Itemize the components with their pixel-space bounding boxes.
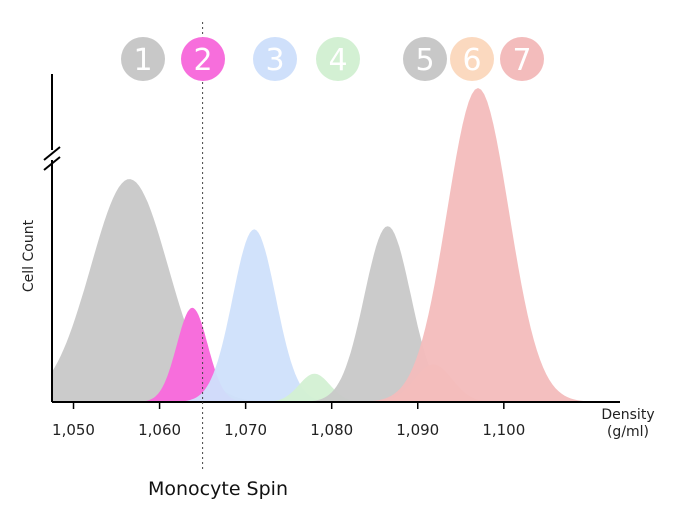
- badge-1: [121, 37, 165, 81]
- badge-7: [500, 37, 544, 81]
- x-tick-label: 1,100: [482, 421, 525, 439]
- badge-label-7: 7: [512, 43, 531, 78]
- curve-3: [168, 229, 341, 402]
- y-axis-title: Cell Count: [21, 219, 37, 292]
- badge-3: [253, 37, 297, 81]
- badge-2: [181, 37, 225, 81]
- badge-6: [450, 37, 494, 81]
- axes: [43, 74, 620, 403]
- badge-4: [316, 37, 360, 81]
- badge-5: [403, 37, 447, 81]
- curve-7: [354, 88, 602, 402]
- curve-4: [252, 373, 377, 402]
- x-tick-label: 1,060: [138, 421, 181, 439]
- badge-label-3: 3: [265, 43, 284, 78]
- badge-label-4: 4: [328, 43, 347, 78]
- x-axis-title: Density: [601, 407, 654, 423]
- curve-1: [52, 179, 285, 402]
- badge-label-6: 6: [462, 43, 481, 78]
- x-axis-unit: (g/ml): [607, 424, 649, 440]
- monocyte-spin-label: Monocyte Spin: [148, 478, 288, 500]
- x-tick-label: 1,090: [396, 421, 439, 439]
- density-curves: [52, 88, 602, 402]
- x-tick-label: 1,080: [310, 421, 353, 439]
- curve-2: [130, 307, 255, 402]
- axis-break-mark-2: [43, 156, 61, 171]
- curve-5: [294, 226, 481, 402]
- badge-label-1: 1: [133, 43, 152, 78]
- x-ticks: 1,050 1,060 1,070 1,080 1,090 1,100: [52, 402, 525, 439]
- axis-break-mark-1: [43, 146, 61, 161]
- x-tick-label: 1,050: [52, 421, 95, 439]
- badge-label-5: 5: [415, 43, 434, 78]
- badge-label-2: 2: [193, 43, 212, 78]
- x-tick-label: 1,070: [224, 421, 267, 439]
